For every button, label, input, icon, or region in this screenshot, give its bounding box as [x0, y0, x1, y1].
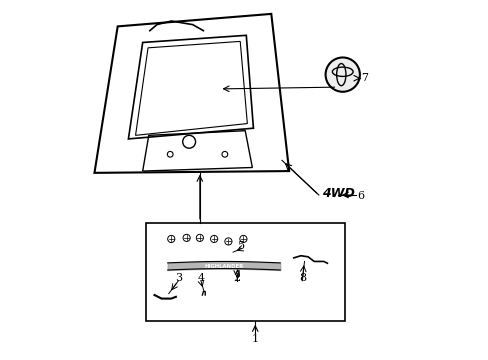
Bar [146, 223, 344, 321]
Text: 2: 2 [233, 273, 240, 283]
Text: 5: 5 [238, 241, 244, 251]
Text: HIGHLANDER: HIGHLANDER [203, 264, 243, 269]
Circle shape [325, 58, 359, 92]
Text: 7: 7 [360, 73, 367, 83]
Text: 1: 1 [251, 334, 258, 344]
Text: 8: 8 [298, 273, 305, 283]
Text: 3: 3 [175, 273, 182, 283]
Text: 4: 4 [197, 273, 204, 283]
Text: 6: 6 [356, 191, 364, 201]
Text: 4WD: 4WD [322, 187, 354, 200]
